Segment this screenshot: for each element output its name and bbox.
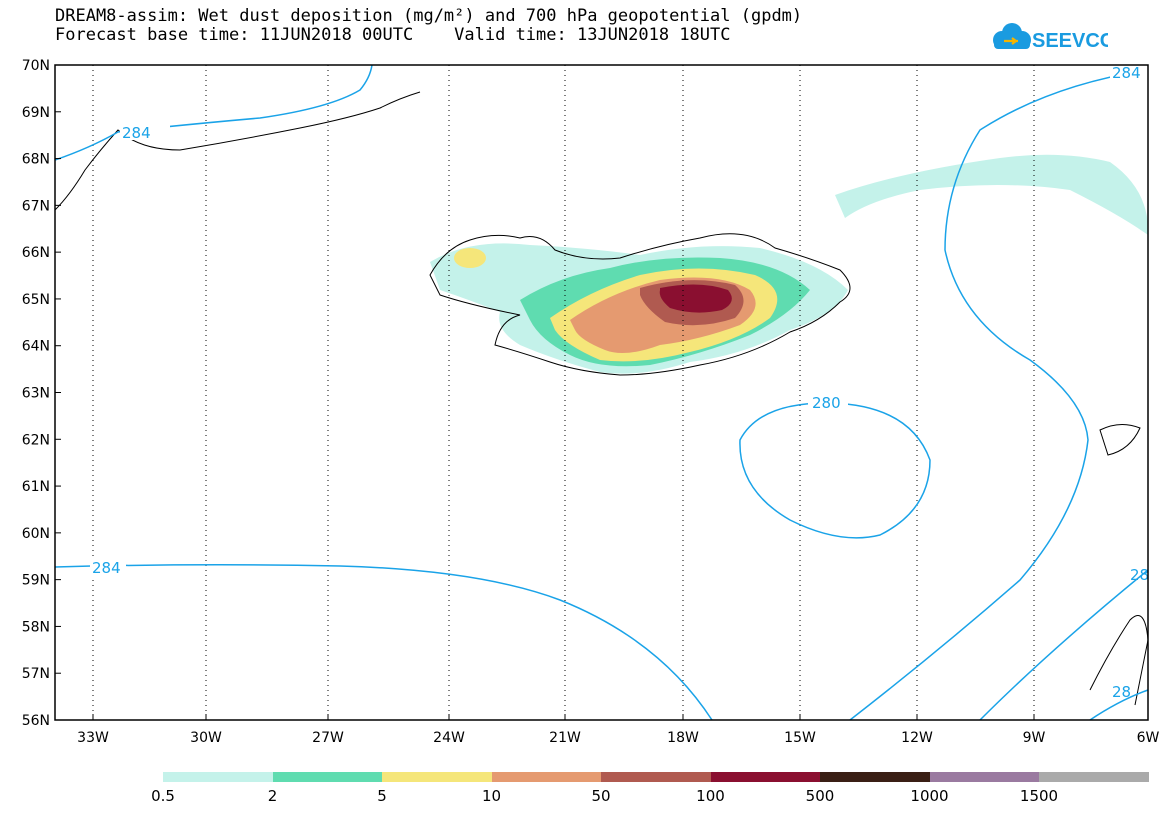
longitude-label: 6W (1137, 730, 1160, 746)
latitude-label: 66N (22, 245, 50, 261)
scotland-coast (1089, 615, 1149, 706)
iceland-coast (429, 233, 851, 376)
longitude-label: 24W (433, 730, 465, 746)
longitude-label: 12W (901, 730, 933, 746)
faroe-coast (1099, 424, 1141, 456)
latitude-label: 65N (22, 292, 50, 308)
contour-label: 28 (1112, 683, 1131, 701)
latitude-label: 68N (22, 152, 50, 168)
latitude-label: 56N (22, 713, 50, 729)
latitude-label: 58N (22, 619, 50, 635)
contour-label: 280 (812, 394, 841, 412)
latitude-label: 69N (22, 105, 50, 121)
logo-text: SEEVCCC (1032, 30, 1108, 52)
colorbar-label: 100 (696, 787, 725, 805)
longitude-label: 18W (667, 730, 699, 746)
latitude-label: 64N (22, 339, 50, 355)
latitude-label: 60N (22, 526, 50, 542)
colorbar-segment (601, 772, 711, 782)
latitude-label: 59N (22, 573, 50, 589)
colorbar-segment (929, 772, 1039, 782)
dust-band-east (835, 154, 1149, 235)
longitude-labels: 33W 30W 27W 24W 21W 18W 15W 12W 9W 6W (77, 730, 1159, 746)
colorbar-label: 50 (591, 787, 611, 805)
colorbar-label: 10 (481, 787, 502, 805)
longitude-label: 33W (77, 730, 109, 746)
latitude-label: 57N (22, 666, 50, 682)
latitude-label: 63N (22, 386, 50, 402)
colorbar-label: 1500 (1019, 787, 1059, 805)
dust-band-west-spot (454, 248, 486, 268)
longitude-label: 9W (1023, 730, 1046, 746)
map-title: DREAM8-assim: Wet dust deposition (mg/m²… (55, 6, 803, 26)
contour-labels: 284 284 280 284 28 28 (90, 64, 1150, 701)
latitude-label: 62N (22, 432, 50, 448)
dust-deposition-shading (430, 154, 1149, 374)
longitude-label: 30W (190, 730, 222, 746)
seevccc-logo: SEEVCCC (993, 23, 1108, 52)
colorbar-segment (382, 772, 492, 782)
contour-28-se (979, 569, 1149, 721)
colorbar-segment (820, 772, 930, 782)
dust-band-100 (659, 284, 732, 313)
longitude-label: 27W (312, 730, 344, 746)
colorbar-segment (1039, 772, 1149, 782)
colorbar-segment (491, 772, 601, 782)
axis-ticks (55, 64, 1149, 721)
contour-label: 284 (92, 559, 121, 577)
coastlines (54, 91, 1149, 706)
colorbar-label: 500 (805, 787, 835, 805)
latitude-label: 70N (22, 58, 50, 74)
colorbar-label: 5 (377, 787, 387, 805)
contour-280 (739, 402, 931, 539)
greenland-coast (54, 91, 421, 211)
gridlines (92, 65, 1035, 720)
colorbar-segment (272, 772, 382, 782)
longitude-label: 15W (784, 730, 816, 746)
cloud-icon (993, 23, 1031, 49)
contour-label: 284 (1112, 64, 1141, 82)
colorbar-label: 1000 (910, 787, 949, 805)
contour-label: 28 (1130, 566, 1149, 584)
colorbar-segment (163, 772, 273, 782)
map-subtitle: Forecast base time: 11JUN2018 00UTC Vali… (55, 25, 731, 45)
contour-label: 284 (122, 124, 151, 142)
latitude-label: 67N (22, 198, 50, 214)
longitude-label: 21W (549, 730, 581, 746)
colorbar-label: 2 (267, 787, 278, 805)
colorbar-segment (710, 772, 820, 782)
contour-28-se2 (1089, 689, 1149, 721)
contour-284-east (849, 69, 1149, 721)
contour-284-nw (54, 64, 373, 161)
latitude-label: 61N (22, 479, 50, 495)
latitude-labels: 70N 69N 68N 67N 66N 65N 64N 63N 62N 61N 60N 59N 58N 5… (22, 58, 50, 729)
contour-284-sw (54, 563, 713, 721)
colorbar-label: 0.5 (151, 787, 175, 805)
